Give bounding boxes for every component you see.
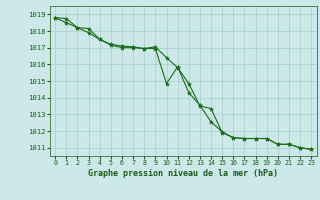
X-axis label: Graphe pression niveau de la mer (hPa): Graphe pression niveau de la mer (hPa) bbox=[88, 169, 278, 178]
